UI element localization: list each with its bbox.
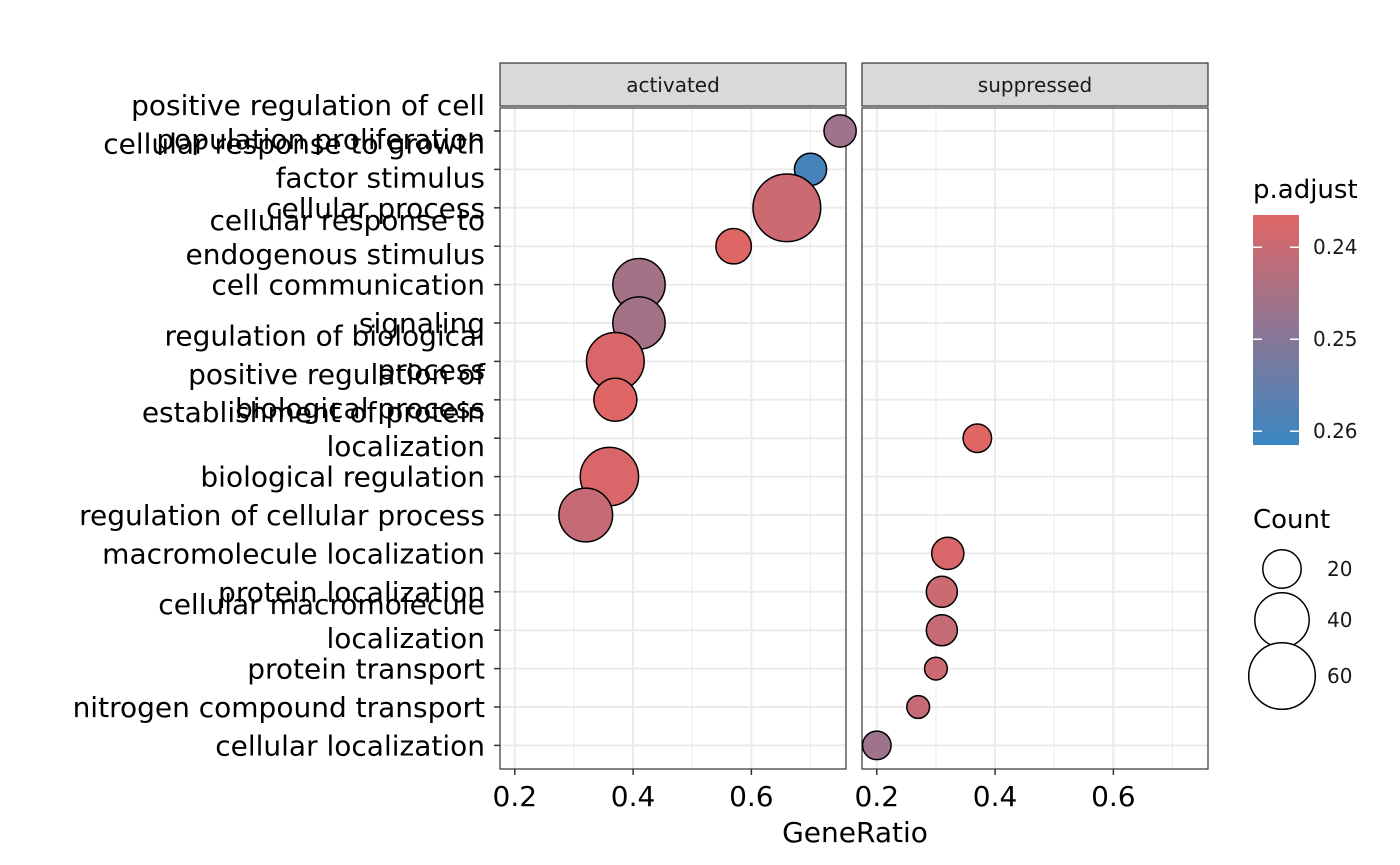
y-tick-label: establishment of protein localization [142, 396, 485, 463]
legend-size-title: Count [1253, 505, 1330, 535]
data-point [925, 575, 959, 609]
color-bar-ticks: 0.24 0.25 0.26 [1253, 235, 1358, 443]
color-bar-label: 0.26 [1313, 419, 1358, 443]
facet-strip [861, 62, 1209, 107]
facet-strip-label: suppressed [978, 73, 1092, 97]
y-tick-label: nitrogen compound transport [73, 691, 485, 724]
color-bar [1253, 215, 1299, 445]
y-tick-label: cell communication [211, 269, 485, 302]
y-tick-label: protein transport [247, 653, 485, 686]
facet-panel-activated: activated 0.2 0.4 0.6 [493, 62, 857, 813]
y-tick-label: positive regulation of biological process [188, 358, 486, 425]
x-tick-label: 0.4 [973, 780, 1018, 813]
size-legend-circle [1247, 641, 1317, 711]
data-point [715, 227, 753, 265]
size-legend-keys: 20 40 60 [1247, 549, 1352, 711]
color-bar-label: 0.25 [1313, 327, 1358, 351]
data-point [930, 536, 965, 571]
data-point [906, 694, 931, 720]
data-point [962, 423, 993, 454]
x-tick-label: 0.6 [729, 780, 774, 813]
y-tick-label: biological regulation [200, 461, 485, 494]
facet-strip [499, 62, 847, 107]
size-legend-label: 20 [1327, 557, 1352, 581]
facet-panel-suppressed: suppressed 0.2 0.4 0.6 [855, 62, 1209, 813]
size-legend-circle [1254, 592, 1310, 648]
legend-color-title: p.adjust [1253, 175, 1358, 205]
y-tick-label: cellular response to growth factor stimul… [103, 127, 485, 194]
y-tick-label: regulation of cellular process [79, 499, 485, 532]
y-tick-label: macromolecule localization [102, 537, 485, 570]
y-tick-label: cellular response to endogenous stimulus [186, 204, 485, 271]
y-tick-label: regulation of biological process [165, 319, 485, 386]
size-legend-circle [1262, 549, 1302, 589]
data-point [861, 730, 892, 761]
facet-strip-label: activated [626, 73, 720, 97]
y-tick-label: positive regulation of cell population pr… [131, 89, 485, 156]
y-tick-label: protein localization [218, 576, 485, 609]
x-axis-title: GeneRatio [782, 816, 928, 849]
y-tick-label: cellular process [266, 192, 485, 225]
size-legend-label: 60 [1327, 664, 1352, 688]
x-tick-label: 0.4 [611, 780, 656, 813]
data-point [558, 487, 614, 543]
data-point [823, 114, 857, 148]
color-bar-label: 0.24 [1313, 235, 1358, 259]
data-point [923, 656, 949, 681]
data-point [593, 377, 638, 423]
facet-panels: activated 0.2 0.4 0.6 suppressed 0.2 0.4 0.6 [493, 62, 1209, 813]
y-tick-label: cellular localization [215, 729, 485, 762]
legend: p.adjust 0.24 0.25 0.26 Count 20 40 60 [1247, 175, 1358, 711]
y-axis-labels: positive regulation of cell population pr… [73, 89, 500, 762]
x-tick-label: 0.6 [1091, 780, 1136, 813]
data-point [752, 173, 822, 243]
size-legend-label: 40 [1327, 608, 1352, 632]
y-tick-label: signaling [359, 307, 485, 340]
panel-border [861, 107, 1209, 770]
data-point [925, 613, 959, 647]
y-tick-label: cellular macromolecule localization [158, 588, 485, 655]
x-tick-label: 0.2 [493, 780, 538, 813]
x-tick-label: 0.2 [855, 780, 900, 813]
